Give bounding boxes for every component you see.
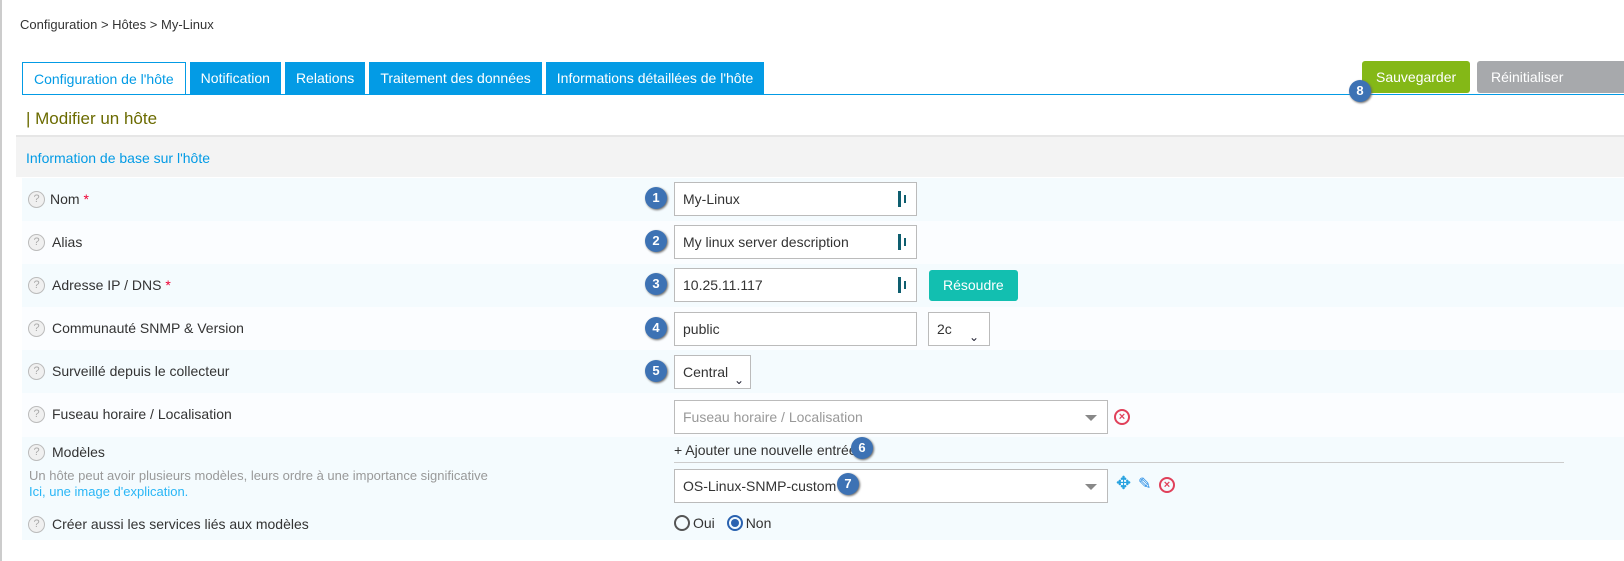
templates-help-text: Un hôte peut avoir plusieurs modèles, le…	[29, 468, 488, 483]
poller-label: Surveillé depuis le collecteur	[52, 363, 230, 379]
tab-notification[interactable]: Notification	[189, 62, 281, 94]
address-label: Adresse IP / DNS *	[52, 277, 171, 293]
help-icon[interactable]: ?	[28, 406, 45, 423]
row-snmp: ? Communauté SNMP & Version 4 public 2c ⌄	[22, 307, 1624, 350]
help-icon[interactable]: ?	[28, 363, 45, 380]
keepass-icon[interactable]	[898, 191, 910, 207]
section-header: Information de base sur l'hôte	[16, 135, 1624, 177]
edit-pencil-icon[interactable]: ✎	[1138, 476, 1152, 493]
row-templates: ? Modèles Un hôte peut avoir plusieurs m…	[22, 437, 1624, 510]
timezone-select[interactable]: Fuseau horaire / Localisation	[674, 400, 1108, 434]
snmp-version-select[interactable]: 2c ⌄	[928, 312, 990, 346]
divider	[674, 462, 1564, 463]
name-input[interactable]: My-Linux	[674, 182, 917, 216]
snmp-label: Communauté SNMP & Version	[52, 320, 244, 336]
templates-label: Modèles	[52, 444, 105, 460]
chevron-down-icon: ⌄	[733, 373, 744, 387]
create-services-radio-group: Oui Non	[674, 515, 771, 531]
remove-icon[interactable]: ×	[1159, 477, 1175, 493]
save-button[interactable]: Sauvegarder	[1362, 61, 1471, 93]
help-icon[interactable]: ?	[28, 516, 45, 533]
annotation-badge: 7	[837, 473, 859, 495]
help-icon[interactable]: ?	[28, 277, 45, 294]
annotation-badge: 8	[1349, 80, 1371, 102]
annotation-badge: 1	[645, 187, 667, 209]
annotation-badge: 4	[645, 317, 667, 339]
caret-down-icon	[1085, 415, 1097, 421]
resolve-button[interactable]: Résoudre	[929, 270, 1018, 301]
tab-extended-info[interactable]: Informations détaillées de l'hôte	[545, 62, 765, 94]
alias-label: Alias	[52, 234, 83, 250]
caret-down-icon	[1085, 484, 1097, 490]
row-address: ? Adresse IP / DNS * 3 10.25.11.117 Réso…	[22, 264, 1624, 307]
help-icon[interactable]: ?	[28, 191, 45, 208]
move-icon[interactable]: ✥	[1116, 473, 1132, 493]
breadcrumb-separator: >	[100, 17, 109, 32]
timezone-label: Fuseau horaire / Localisation	[52, 406, 232, 422]
clear-icon[interactable]: ×	[1114, 409, 1130, 425]
templates-help-link[interactable]: Ici, une image d'explication.	[29, 484, 189, 499]
breadcrumb-separator: >	[149, 17, 158, 32]
template-select[interactable]: OS-Linux-SNMP-custom	[674, 469, 1108, 503]
alias-input[interactable]: My linux server description	[674, 225, 917, 259]
breadcrumb-configuration[interactable]: Configuration	[20, 17, 98, 32]
help-icon[interactable]: ?	[28, 320, 45, 337]
address-input[interactable]: 10.25.11.117	[674, 268, 917, 302]
tab-host-configuration[interactable]: Configuration de l'hôte	[22, 62, 186, 95]
tab-data-processing[interactable]: Traitement des données	[369, 62, 542, 94]
radio-oui[interactable]: Oui	[674, 515, 715, 531]
poller-select[interactable]: Central ⌄	[674, 355, 751, 389]
breadcrumb: Configuration > Hôtes > My-Linux	[20, 17, 214, 32]
add-template-link[interactable]: + Ajouter une nouvelle entrée	[674, 442, 857, 458]
annotation-badge: 3	[645, 273, 667, 295]
annotation-badge: 6	[851, 437, 873, 459]
row-timezone: ? Fuseau horaire / Localisation Fuseau h…	[22, 393, 1624, 437]
row-create-services: ? Créer aussi les services liés aux modè…	[22, 510, 1624, 540]
row-alias: ? Alias 2 My linux server description	[22, 221, 1624, 264]
name-label: Nom *	[50, 191, 89, 207]
row-poller: ? Surveillé depuis le collecteur 5 Centr…	[22, 350, 1624, 393]
snmp-community-input[interactable]: public	[674, 312, 917, 346]
annotation-badge: 2	[645, 230, 667, 252]
annotation-badge: 5	[645, 360, 667, 382]
tab-bar: Configuration de l'hôte Notification Rel…	[22, 62, 765, 95]
breadcrumb-current: My-Linux	[160, 17, 214, 32]
keepass-icon[interactable]	[898, 277, 910, 293]
breadcrumb-hosts[interactable]: Hôtes	[112, 17, 147, 32]
tab-relations[interactable]: Relations	[284, 62, 366, 94]
keepass-icon[interactable]	[898, 234, 910, 250]
radio-non[interactable]: Non	[726, 515, 771, 531]
page-title: | Modifier un hôte	[26, 109, 158, 128]
create-services-label: Créer aussi les services liés aux modèle…	[52, 516, 309, 532]
tab-divider	[22, 94, 1624, 95]
help-icon[interactable]: ?	[28, 444, 45, 461]
help-icon[interactable]: ?	[28, 234, 45, 251]
row-name: ? Nom * 1 My-Linux	[22, 178, 1624, 221]
chevron-down-icon: ⌄	[968, 330, 979, 344]
reset-button[interactable]: Réinitialiser	[1477, 61, 1624, 93]
